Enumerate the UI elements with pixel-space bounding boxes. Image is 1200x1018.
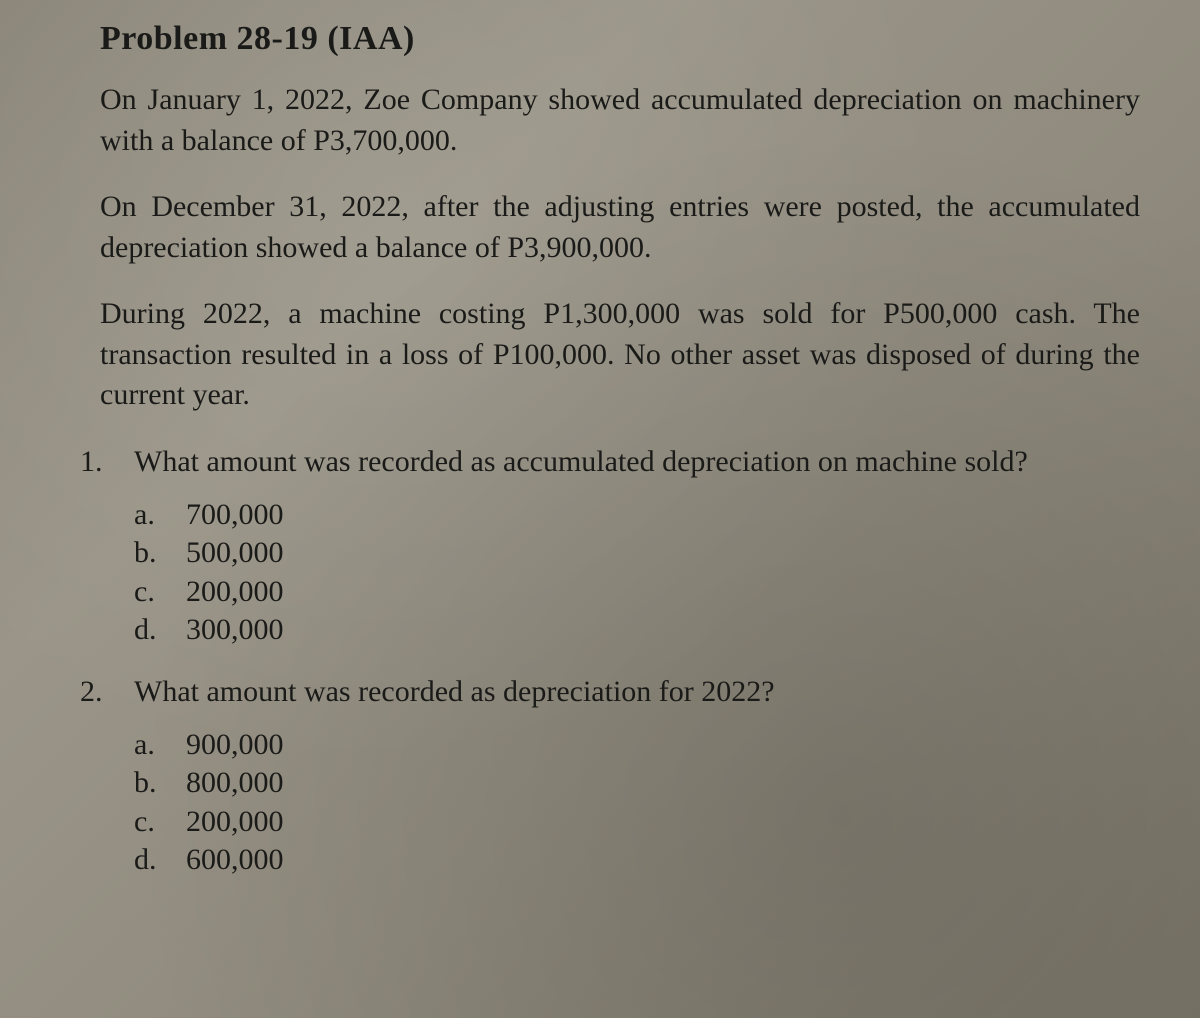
choice-1b: b. 500,000 (134, 534, 1140, 572)
choice-1d: d. 300,000 (134, 611, 1140, 649)
choice-1a: a. 700,000 (134, 496, 1140, 534)
choice-value: 900,000 (186, 726, 284, 764)
question-2-text: What amount was recorded as depreciation… (134, 672, 1140, 713)
question-1-text: What amount was recorded as accumulated … (134, 442, 1140, 483)
problem-title: Problem 28-19 (IAA) (100, 20, 1140, 58)
paragraph-2: On December 31, 2022, after the adjustin… (100, 187, 1140, 268)
choice-letter: b. (134, 764, 186, 802)
choice-letter: b. (134, 534, 186, 572)
choice-letter: c. (134, 573, 186, 611)
question-2-choices: a. 900,000 b. 800,000 c. 200,000 d. 600,… (100, 726, 1140, 880)
question-2-number: 2. (80, 672, 134, 713)
choice-2c: c. 200,000 (134, 803, 1140, 841)
choice-letter: d. (134, 611, 186, 649)
choice-value: 600,000 (186, 841, 284, 879)
question-1-choices: a. 700,000 b. 500,000 c. 200,000 d. 300,… (100, 496, 1140, 650)
question-2-block: 2. What amount was recorded as depreciat… (100, 672, 1140, 880)
choice-value: 800,000 (186, 764, 284, 802)
choice-value: 300,000 (186, 611, 284, 649)
paragraph-1: On January 1, 2022, Zoe Company showed a… (100, 80, 1140, 161)
choice-value: 200,000 (186, 803, 284, 841)
choice-1c: c. 200,000 (134, 573, 1140, 611)
question-1: 1. What amount was recorded as accumulat… (80, 442, 1140, 483)
choice-letter: a. (134, 726, 186, 764)
problem-page: Problem 28-19 (IAA) On January 1, 2022, … (100, 20, 1140, 880)
choice-letter: d. (134, 841, 186, 879)
question-1-number: 1. (80, 442, 134, 483)
choice-2d: d. 600,000 (134, 841, 1140, 879)
question-1-block: 1. What amount was recorded as accumulat… (100, 442, 1140, 650)
choice-value: 500,000 (186, 534, 284, 572)
choice-letter: a. (134, 496, 186, 534)
choice-value: 200,000 (186, 573, 284, 611)
choice-letter: c. (134, 803, 186, 841)
paragraph-3: During 2022, a machine costing P1,300,00… (100, 294, 1140, 416)
question-2: 2. What amount was recorded as depreciat… (80, 672, 1140, 713)
choice-value: 700,000 (186, 496, 284, 534)
choice-2a: a. 900,000 (134, 726, 1140, 764)
choice-2b: b. 800,000 (134, 764, 1140, 802)
